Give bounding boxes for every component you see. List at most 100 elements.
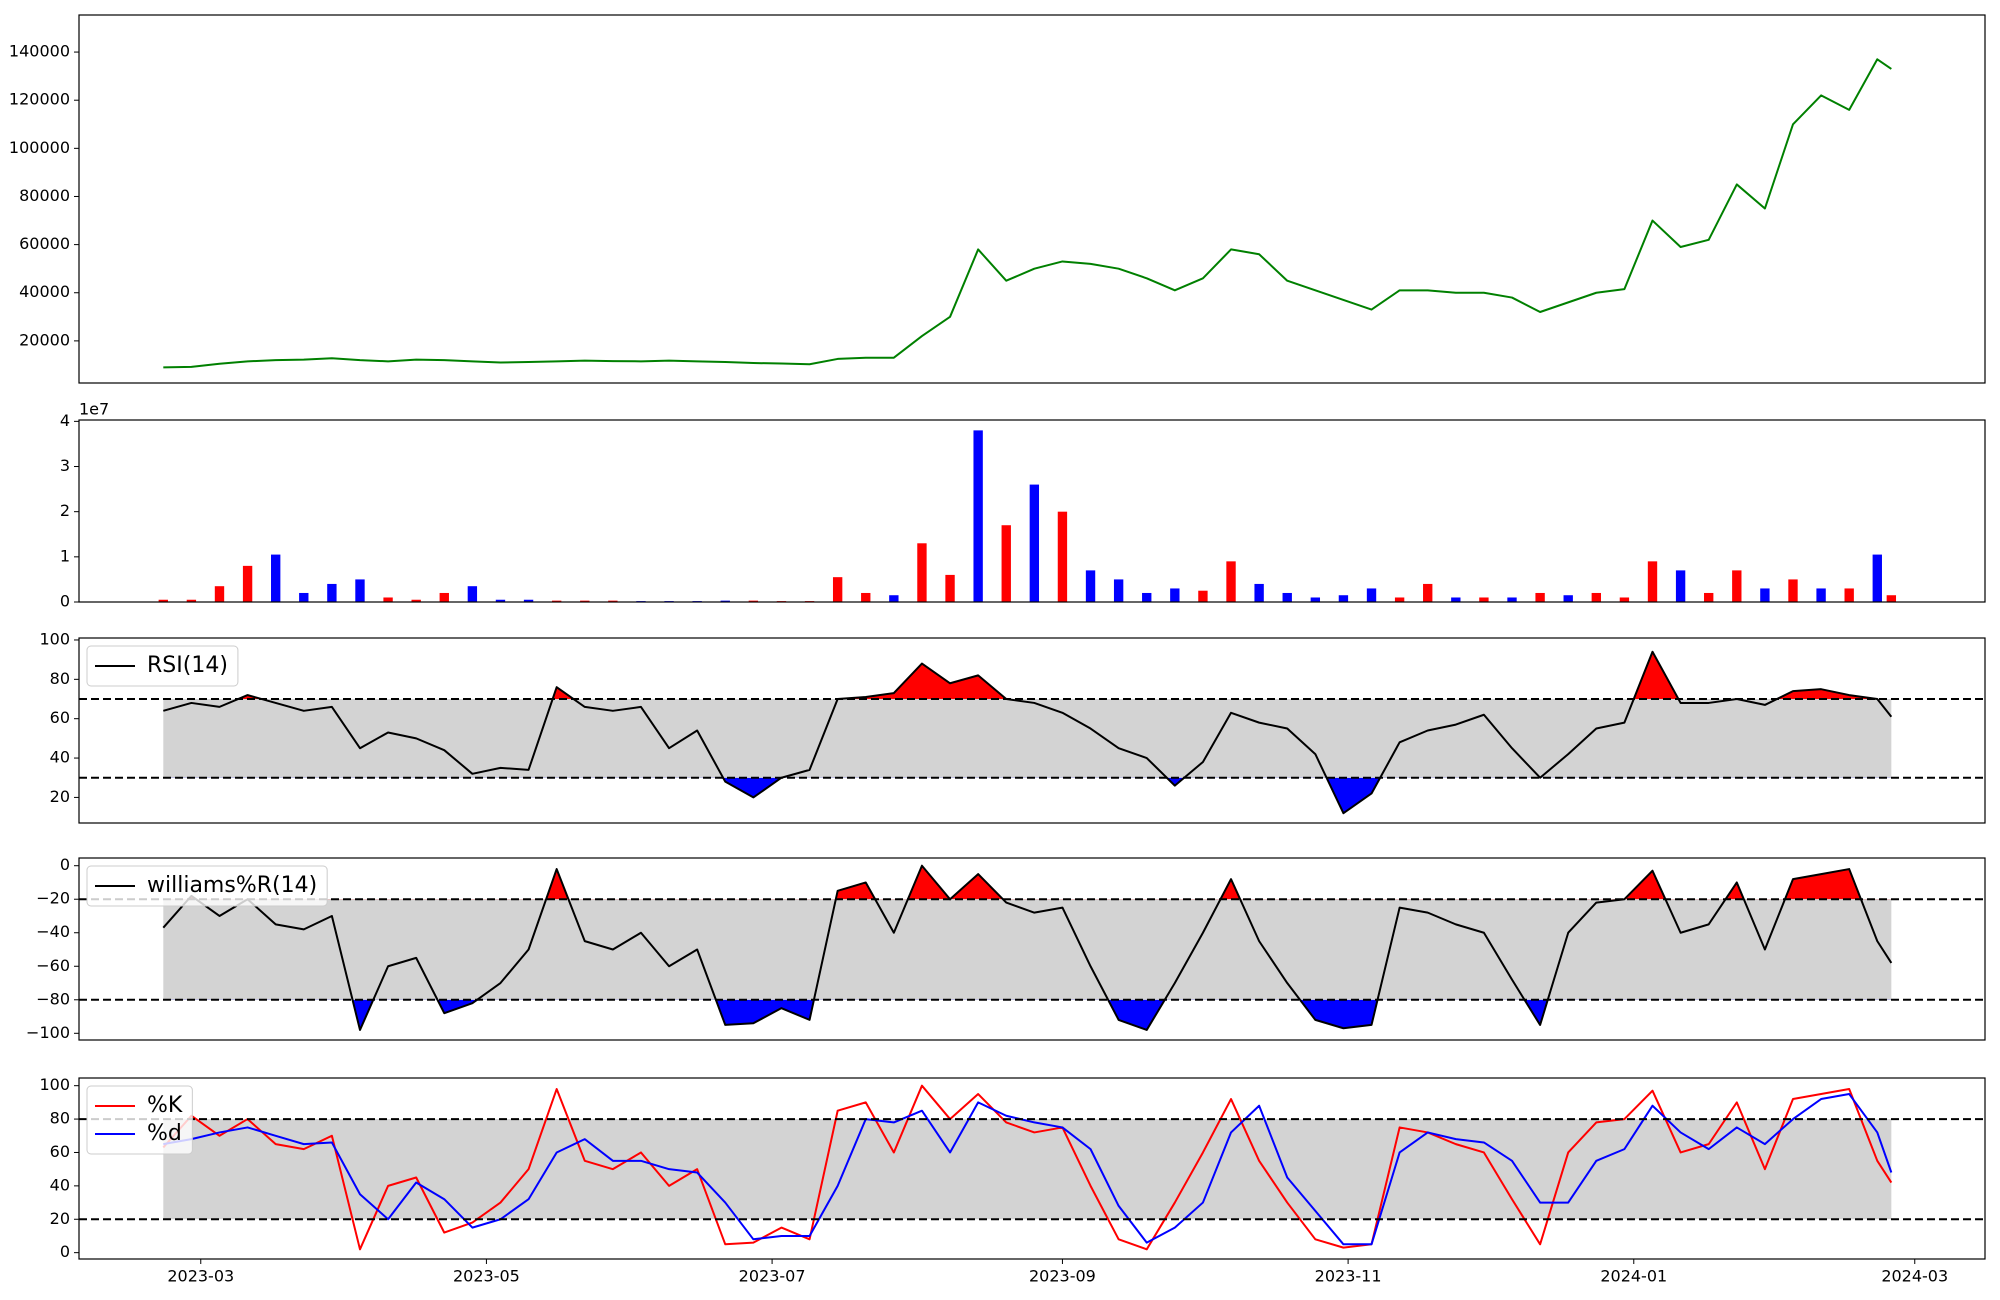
bar (580, 600, 590, 602)
bar (1001, 525, 1011, 602)
bar (1732, 570, 1742, 602)
bar (355, 579, 365, 602)
y-tick-label: −100 (26, 1023, 70, 1042)
bar (467, 586, 478, 602)
bar (383, 597, 393, 602)
legend-box (86, 865, 328, 907)
legend-label: RSI(14) (147, 653, 228, 678)
bar (1282, 592, 1292, 602)
bar (495, 599, 506, 602)
y-tick-label: 140000 (9, 42, 70, 61)
bar (608, 600, 618, 602)
frame (78, 419, 1986, 603)
bar (439, 592, 449, 602)
y-tick-label: 80 (50, 1109, 70, 1128)
bar (214, 586, 225, 602)
y-tick-label: −80 (36, 989, 70, 1008)
bar (1423, 583, 1433, 602)
series-line (162, 1084, 1893, 1251)
bar (1507, 597, 1517, 602)
series-line (163, 58, 1892, 369)
y-tick-label: 40 (50, 748, 70, 767)
bar (327, 583, 337, 602)
y-tick-label: 40 (50, 1175, 70, 1194)
legend-label: williams%R(14) (147, 873, 317, 898)
bar (242, 565, 253, 602)
y-tick-label: 0 (60, 592, 70, 611)
bar (551, 600, 562, 602)
bar (1816, 588, 1826, 602)
y-tick-label: 3 (60, 456, 70, 475)
bar (1113, 579, 1124, 602)
bar (1886, 595, 1897, 602)
y-tick-label: 20 (50, 1209, 70, 1228)
bar (158, 599, 168, 602)
bar (748, 600, 759, 602)
legend: %K %d (86, 1085, 193, 1155)
y-tick-label: 100000 (9, 138, 70, 157)
plot (162, 864, 1893, 1031)
x-tick-label: 2024-03 (1881, 1267, 1948, 1286)
bar (889, 595, 899, 602)
bar (186, 599, 197, 602)
legend: RSI(14) (86, 645, 239, 687)
bar (1170, 588, 1180, 602)
series-line (163, 650, 1893, 815)
bar (1844, 588, 1854, 602)
y-tick-label: 4 (60, 411, 70, 430)
x-tick-label: 2024-01 (1600, 1267, 1667, 1286)
x-tick-label: 2023-09 (1029, 1267, 1096, 1286)
frame (78, 857, 1986, 1041)
legend-label: %d (147, 1121, 182, 1146)
bar (1142, 592, 1152, 602)
bar (1619, 597, 1630, 602)
bar (1788, 579, 1798, 602)
y-tick-label: 80000 (19, 186, 70, 205)
bar (1591, 592, 1601, 602)
bar (973, 430, 983, 602)
bar (1366, 588, 1377, 602)
bar (1563, 595, 1573, 602)
y-tick-label: 0 (60, 1242, 70, 1261)
plot (163, 650, 1893, 815)
band (163, 699, 1892, 778)
y-tick-label: 60 (50, 708, 70, 727)
bar (1451, 597, 1461, 602)
bar (1029, 484, 1040, 602)
bar (1057, 511, 1068, 602)
bar (411, 599, 421, 602)
band (163, 1119, 1892, 1220)
x-tick-label: 2023-11 (1315, 1267, 1382, 1286)
legend-box (86, 1085, 193, 1155)
x-tick-label: 2023-03 (167, 1267, 234, 1286)
legend: williams%R(14) (86, 865, 328, 907)
y-tick-label: 20000 (19, 330, 70, 349)
x-tick-label: 2023-07 (739, 1267, 806, 1286)
y-tick-label: 40000 (19, 282, 70, 301)
bar (720, 600, 730, 602)
plot (158, 430, 1897, 602)
y-tick-label: −40 (36, 922, 70, 941)
bar (1760, 588, 1770, 602)
bar (1647, 561, 1658, 602)
plot (162, 1084, 1893, 1251)
bar (523, 599, 534, 602)
bar (945, 574, 955, 602)
plot (163, 58, 1892, 369)
bar (861, 592, 871, 602)
y-tick-label: 60000 (19, 234, 70, 253)
bar (832, 577, 843, 602)
legend-label: %K (147, 1093, 183, 1118)
bar (1254, 583, 1264, 602)
bar (917, 543, 927, 602)
bar (1226, 561, 1236, 602)
y-tick-label: 60 (50, 1142, 70, 1161)
y-tick-label: 100 (39, 1075, 70, 1094)
y-tick-label: −60 (36, 956, 70, 975)
y-tick-label: −20 (36, 889, 70, 908)
bar (1394, 597, 1405, 602)
bar (299, 592, 309, 602)
bar (271, 554, 281, 602)
y-tick-label: 1 (60, 546, 70, 565)
